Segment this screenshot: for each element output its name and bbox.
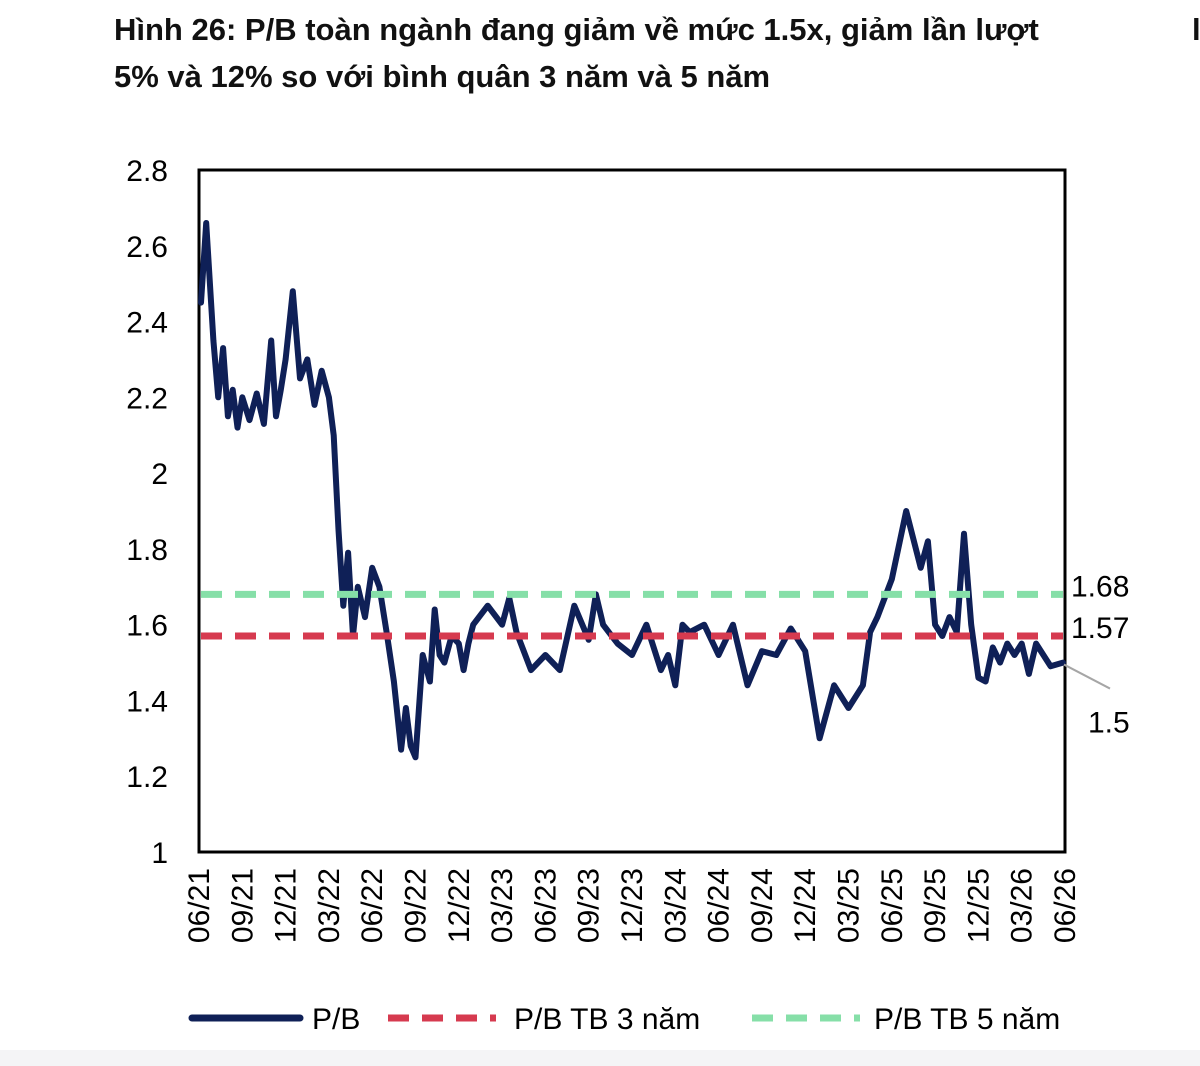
y-tick-label-1-2: 1.2 bbox=[126, 761, 168, 794]
x-tick-label-12-21: 12/21 bbox=[270, 868, 303, 943]
legend-label-pb-avg-3y: P/B TB 3 năm bbox=[514, 1003, 700, 1036]
figure-title: Hình 26: P/B toàn ngành đang giảm về mức… bbox=[114, 6, 1164, 100]
x-tick-label-06-26: 06/26 bbox=[1049, 868, 1082, 943]
x-tick-label-03-25: 03/25 bbox=[833, 868, 866, 943]
bottom-strip bbox=[0, 1050, 1200, 1066]
y-tick-label-2: 2 bbox=[151, 458, 168, 491]
x-tick-label-03-26: 03/26 bbox=[1006, 868, 1039, 943]
legend-label-pb-avg-5y: P/B TB 5 năm bbox=[874, 1003, 1060, 1036]
clipped-edge-mark: l bbox=[1192, 12, 1200, 47]
y-tick-label-2-6: 2.6 bbox=[126, 231, 168, 264]
annotation-label-1-68: 1.68 bbox=[1071, 570, 1129, 603]
x-tick-label-09-21: 09/21 bbox=[226, 868, 259, 943]
x-tick-label-09-24: 09/24 bbox=[746, 868, 779, 943]
y-tick-label-1-6: 1.6 bbox=[126, 610, 168, 643]
y-tick-label-2-2: 2.2 bbox=[126, 382, 168, 415]
x-tick-label-06-22: 06/22 bbox=[356, 868, 389, 943]
x-tick-label-03-22: 03/22 bbox=[313, 868, 346, 943]
y-tick-label-2-8: 2.8 bbox=[126, 155, 168, 188]
x-tick-label-06-24: 06/24 bbox=[703, 868, 736, 943]
annotation-label-1-5: 1.5 bbox=[1088, 707, 1130, 740]
x-tick-label-09-23: 09/23 bbox=[573, 868, 606, 943]
y-tick-label-1-8: 1.8 bbox=[126, 534, 168, 567]
x-tick-label-12-24: 12/24 bbox=[789, 868, 822, 943]
plot-area-frame bbox=[197, 168, 1067, 854]
y-tick-label-1: 1 bbox=[151, 837, 168, 870]
x-tick-label-09-25: 09/25 bbox=[919, 868, 952, 943]
x-tick-label-06-25: 06/25 bbox=[876, 868, 909, 943]
x-tick-label-03-24: 03/24 bbox=[659, 868, 692, 943]
figure-title-line-1: Hình 26: P/B toàn ngành đang giảm về mức… bbox=[114, 12, 1039, 47]
x-tick-label-06-23: 06/23 bbox=[529, 868, 562, 943]
x-tick-label-09-22: 09/22 bbox=[400, 868, 433, 943]
annotation-leader-line bbox=[1063, 663, 1111, 690]
y-axis: 1 1.2 1.4 1.6 1.8 2 2.2 2.4 2.6 2.8 bbox=[126, 155, 168, 870]
value-annotations: 1.68 1.57 1.5 bbox=[1063, 570, 1130, 740]
x-tick-label-12-23: 12/23 bbox=[616, 868, 649, 943]
legend: P/B P/B TB 3 năm P/B TB 5 năm bbox=[188, 1003, 1060, 1036]
y-tick-label-1-4: 1.4 bbox=[126, 685, 168, 718]
series-lines bbox=[198, 220, 1066, 761]
annotation-label-1-57: 1.57 bbox=[1071, 612, 1129, 645]
x-tick-label-12-25: 12/25 bbox=[962, 868, 995, 943]
figure-title-line-2: 5% và 12% so với bình quân 3 năm và 5 nă… bbox=[114, 59, 771, 94]
x-axis: 06/21 09/21 12/21 03/22 06/22 09/22 12/22 03/23… bbox=[183, 868, 1082, 943]
x-tick-label-06-21: 06/21 bbox=[183, 868, 216, 943]
series-line-pb bbox=[198, 220, 1066, 761]
y-tick-label-2-4: 2.4 bbox=[126, 307, 168, 340]
legend-label-pb: P/B bbox=[312, 1003, 360, 1036]
x-tick-label-03-23: 03/23 bbox=[486, 868, 519, 943]
x-tick-label-12-22: 12/22 bbox=[443, 868, 476, 943]
